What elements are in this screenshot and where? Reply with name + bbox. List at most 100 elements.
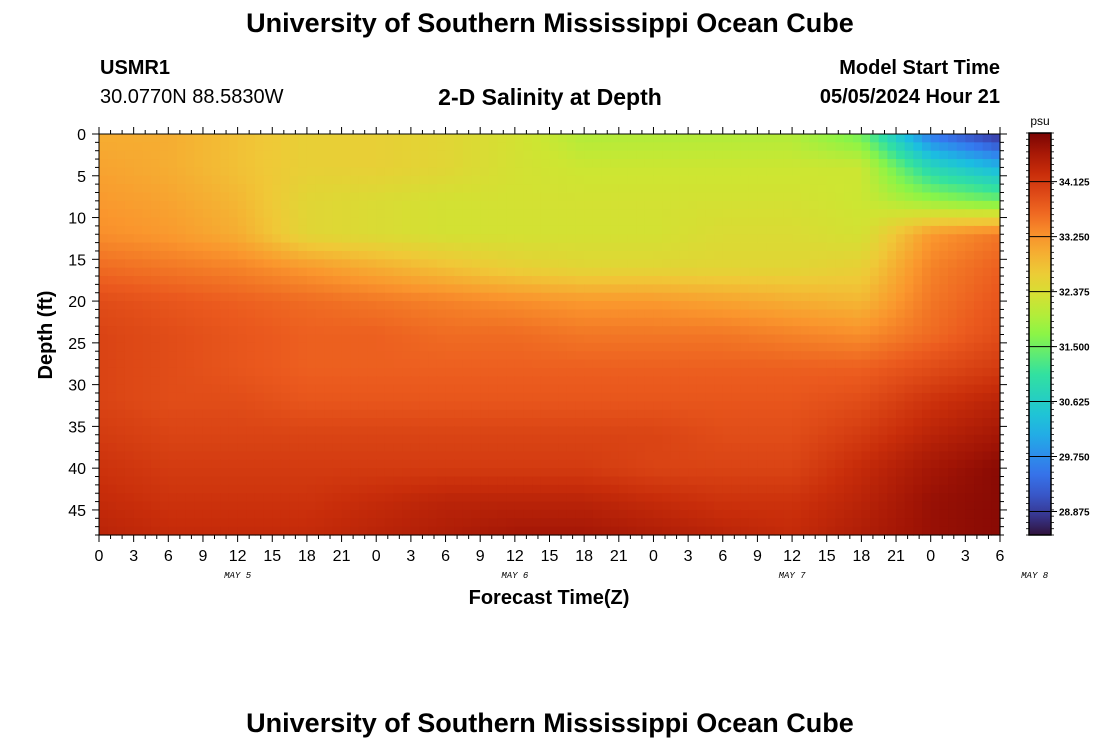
heatmap-cell [523,242,533,252]
heatmap-cell [878,392,888,402]
heatmap-cell [792,259,802,269]
heatmap-cell [376,468,386,478]
heatmap-cell [558,184,568,194]
heatmap-cell [948,184,958,194]
heatmap-cell [809,476,819,486]
heatmap-cell [826,250,836,260]
heatmap-cell [133,276,143,285]
heatmap-cell [939,443,949,453]
heatmap-cell [601,518,611,528]
heatmap-cell [965,284,975,294]
heatmap-cell [714,184,724,194]
heatmap-cell [870,409,880,419]
heatmap-cell [107,309,117,319]
heatmap-cell [506,142,516,152]
heatmap-cell [696,468,707,478]
heatmap-cell [159,367,169,377]
heatmap-cell [644,317,655,327]
heatmap-cell [913,384,923,394]
heatmap-cell [142,392,152,402]
heatmap-cell [991,376,1001,386]
heatmap-cell [402,518,412,528]
heatmap-cell [930,468,940,478]
heatmap-cell [142,150,152,160]
heatmap-cell [792,250,802,260]
heatmap-cell [306,359,317,369]
heatmap-cell [471,376,481,386]
heatmap-cell [384,159,395,169]
heatmap-cell [471,259,481,269]
heatmap-cell [722,459,733,469]
heatmap-cell [696,250,707,260]
heatmap-cell [774,301,785,311]
heatmap-cell [974,200,984,210]
heatmap-cell [904,384,914,394]
heatmap-cell [367,418,377,427]
heatmap-cell [566,142,577,152]
heatmap-cell [930,301,940,311]
heatmap-cell [220,309,230,319]
heatmap-cell [575,200,585,210]
heatmap-cell [982,267,992,277]
heatmap-cell [332,326,343,336]
heatmap-cell [705,309,715,319]
heatmap-cell [107,209,117,219]
heatmap-cell [644,234,655,244]
heatmap-cell [480,209,490,219]
heatmap-cell [107,367,117,377]
heatmap-cell [696,175,707,185]
heatmap-cell [800,518,810,528]
heatmap-cell [670,367,681,377]
heatmap-cell [636,376,646,386]
heatmap-cell [246,509,256,519]
heatmap-cell [688,384,698,394]
heatmap-cell [584,250,594,260]
heatmap-cell [930,142,940,152]
heatmap-cell [965,418,975,427]
heatmap-cell [402,401,412,411]
heatmap-cell [159,209,169,219]
heatmap-cell [315,267,325,277]
heatmap-cell [965,434,975,444]
heatmap-cell [861,367,871,377]
heatmap-cell [757,443,767,453]
heatmap-cell [774,326,785,336]
heatmap-cell [254,167,265,177]
heatmap-cell [939,367,949,377]
heatmap-cell [402,367,412,377]
heatmap-cell [159,351,169,361]
heatmap-cell [159,434,169,444]
heatmap-cell [818,225,828,235]
heatmap-cell [315,184,325,194]
heatmap-cell [488,276,499,285]
heatmap-cell [480,351,490,361]
heatmap-cell [211,359,221,369]
heatmap-cell [124,509,135,519]
heatmap-cell [315,518,325,528]
heatmap-cell [878,484,888,494]
heatmap-cell [142,142,152,152]
heatmap-cell [870,276,880,285]
heatmap-cell [168,292,178,302]
heatmap-cell [298,267,308,277]
heatmap-cell [462,234,473,244]
heatmap-cell [575,317,585,327]
heatmap-cell [627,209,637,219]
heatmap-cell [436,175,447,185]
heatmap-cell [462,409,473,419]
heatmap-cell [324,493,334,503]
heatmap-cell [532,276,542,285]
heatmap-cell [610,376,620,386]
heatmap-cell [549,367,559,377]
heatmap-cell [445,134,455,143]
heatmap-cell [280,150,291,160]
heatmap-cell [384,484,395,494]
heatmap-cell [904,134,914,143]
heatmap-cell [341,409,351,419]
heatmap-cell [696,309,707,319]
heatmap-cell [722,250,733,260]
heatmap-cell [774,234,785,244]
heatmap-cell [159,184,169,194]
heatmap-cell [644,242,655,252]
heatmap-cell [514,292,525,302]
